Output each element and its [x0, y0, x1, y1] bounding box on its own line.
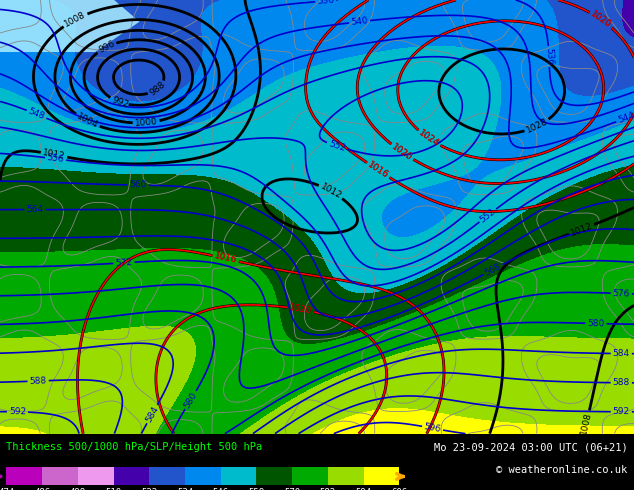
Text: 1012: 1012 — [42, 148, 66, 161]
Text: 560: 560 — [129, 180, 147, 190]
Bar — [257, 467, 292, 486]
Text: © weatheronline.co.uk: © weatheronline.co.uk — [496, 465, 628, 475]
Bar — [185, 467, 221, 486]
Bar — [42, 467, 78, 486]
Text: 1024: 1024 — [417, 128, 441, 148]
Text: 572: 572 — [115, 258, 133, 268]
Text: 570: 570 — [284, 488, 301, 490]
Text: 996: 996 — [97, 39, 116, 55]
Text: 588: 588 — [29, 376, 47, 386]
Text: 1016: 1016 — [214, 252, 238, 266]
Text: 592: 592 — [9, 407, 26, 416]
Text: 1016: 1016 — [366, 160, 391, 180]
Text: 568: 568 — [483, 262, 503, 277]
Text: 552: 552 — [327, 139, 346, 153]
Text: 580: 580 — [183, 390, 199, 410]
Text: 1012: 1012 — [569, 221, 594, 238]
Text: 540: 540 — [351, 16, 368, 27]
Bar — [6, 467, 42, 486]
Text: 588: 588 — [612, 378, 630, 387]
Text: 522: 522 — [141, 488, 157, 490]
Text: 1028: 1028 — [525, 117, 549, 135]
Text: 1020: 1020 — [589, 9, 613, 30]
Bar — [364, 467, 399, 486]
Text: 1016: 1016 — [214, 252, 238, 266]
Text: 534: 534 — [177, 488, 193, 490]
Text: 552: 552 — [478, 207, 497, 224]
Text: 596: 596 — [424, 422, 442, 434]
Text: 486: 486 — [34, 488, 50, 490]
Text: 580: 580 — [587, 319, 605, 328]
Text: 1004: 1004 — [75, 112, 100, 130]
Text: 1008: 1008 — [579, 412, 593, 436]
Bar — [292, 467, 328, 486]
Text: 536: 536 — [544, 48, 554, 65]
Text: Mo 23-09-2024 03:00 UTC (06+21): Mo 23-09-2024 03:00 UTC (06+21) — [434, 442, 628, 452]
Text: 1020: 1020 — [390, 142, 414, 162]
Text: 548: 548 — [27, 107, 46, 122]
Text: 556: 556 — [46, 153, 65, 164]
Bar — [221, 467, 257, 486]
Text: 1024: 1024 — [417, 128, 441, 148]
Bar — [328, 467, 364, 486]
Text: 1008: 1008 — [63, 10, 87, 29]
Text: 584: 584 — [144, 404, 160, 424]
Text: 474: 474 — [0, 488, 15, 490]
Text: 1012: 1012 — [319, 182, 343, 201]
Bar — [149, 467, 185, 486]
Text: 992: 992 — [110, 95, 129, 109]
Text: 988: 988 — [148, 80, 167, 98]
Text: 510: 510 — [105, 488, 122, 490]
Text: 1016: 1016 — [366, 160, 391, 180]
Text: 564: 564 — [27, 205, 44, 214]
Text: 592: 592 — [612, 407, 630, 416]
Text: 584: 584 — [612, 349, 630, 358]
Text: 558: 558 — [249, 488, 264, 490]
Bar — [78, 467, 113, 486]
Bar — [113, 467, 149, 486]
Text: 606: 606 — [391, 488, 408, 490]
Text: 594: 594 — [356, 488, 372, 490]
Text: 576: 576 — [612, 289, 630, 298]
Text: 536: 536 — [317, 0, 335, 6]
Text: 546: 546 — [212, 488, 229, 490]
Text: 498: 498 — [70, 488, 86, 490]
Polygon shape — [0, 0, 139, 52]
Text: Thickness 500/1000 hPa/SLP/Height 500 hPa: Thickness 500/1000 hPa/SLP/Height 500 hP… — [6, 442, 262, 452]
Text: 1000: 1000 — [134, 117, 158, 128]
Text: 582: 582 — [320, 488, 336, 490]
Text: 1020: 1020 — [288, 303, 313, 316]
Text: 544: 544 — [616, 111, 634, 125]
Text: 1020: 1020 — [390, 142, 414, 162]
Text: 1020: 1020 — [288, 303, 313, 316]
Text: 1020: 1020 — [589, 9, 613, 30]
